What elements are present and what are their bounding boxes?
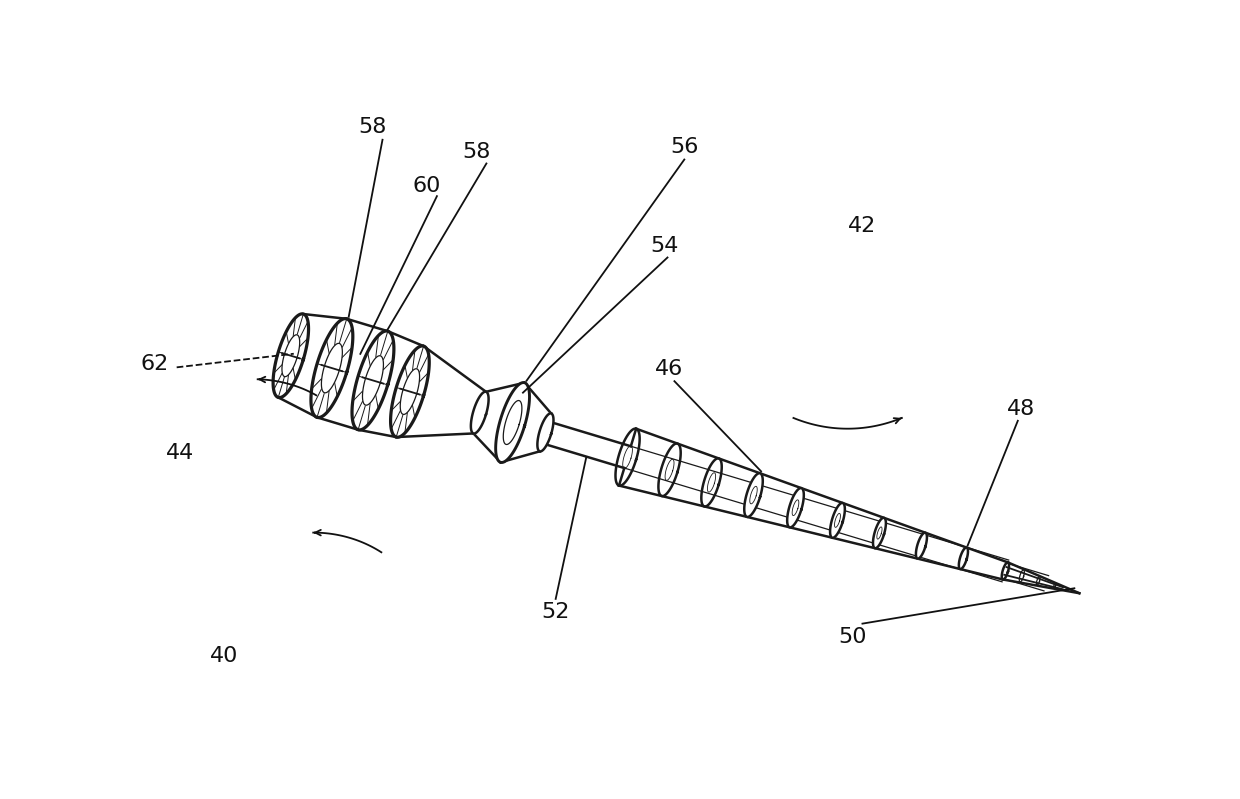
Polygon shape bbox=[959, 547, 968, 569]
Polygon shape bbox=[1037, 577, 1040, 585]
Text: 40: 40 bbox=[210, 646, 238, 666]
Text: 46: 46 bbox=[656, 360, 683, 380]
Polygon shape bbox=[873, 518, 885, 548]
Polygon shape bbox=[391, 346, 429, 437]
Polygon shape bbox=[916, 533, 928, 559]
Text: 58: 58 bbox=[463, 141, 491, 161]
Text: 44: 44 bbox=[165, 443, 193, 463]
Polygon shape bbox=[830, 503, 844, 538]
Text: 56: 56 bbox=[670, 137, 698, 157]
Polygon shape bbox=[471, 392, 489, 434]
Polygon shape bbox=[311, 319, 353, 418]
Text: 52: 52 bbox=[542, 602, 570, 622]
Text: 54: 54 bbox=[650, 236, 678, 256]
Text: 62: 62 bbox=[141, 355, 169, 375]
Polygon shape bbox=[496, 383, 529, 463]
Text: 50: 50 bbox=[838, 626, 867, 646]
Polygon shape bbox=[352, 331, 394, 430]
Text: 48: 48 bbox=[1007, 399, 1035, 419]
Polygon shape bbox=[537, 413, 553, 451]
Polygon shape bbox=[658, 443, 681, 496]
Polygon shape bbox=[744, 473, 763, 517]
Polygon shape bbox=[787, 488, 804, 527]
Polygon shape bbox=[273, 314, 309, 398]
Polygon shape bbox=[1054, 583, 1055, 588]
Polygon shape bbox=[1002, 562, 1009, 579]
Polygon shape bbox=[1019, 570, 1024, 582]
Polygon shape bbox=[702, 459, 722, 507]
Text: 42: 42 bbox=[848, 216, 877, 236]
Polygon shape bbox=[615, 428, 640, 486]
Text: 58: 58 bbox=[358, 117, 387, 137]
Text: 60: 60 bbox=[413, 177, 441, 197]
